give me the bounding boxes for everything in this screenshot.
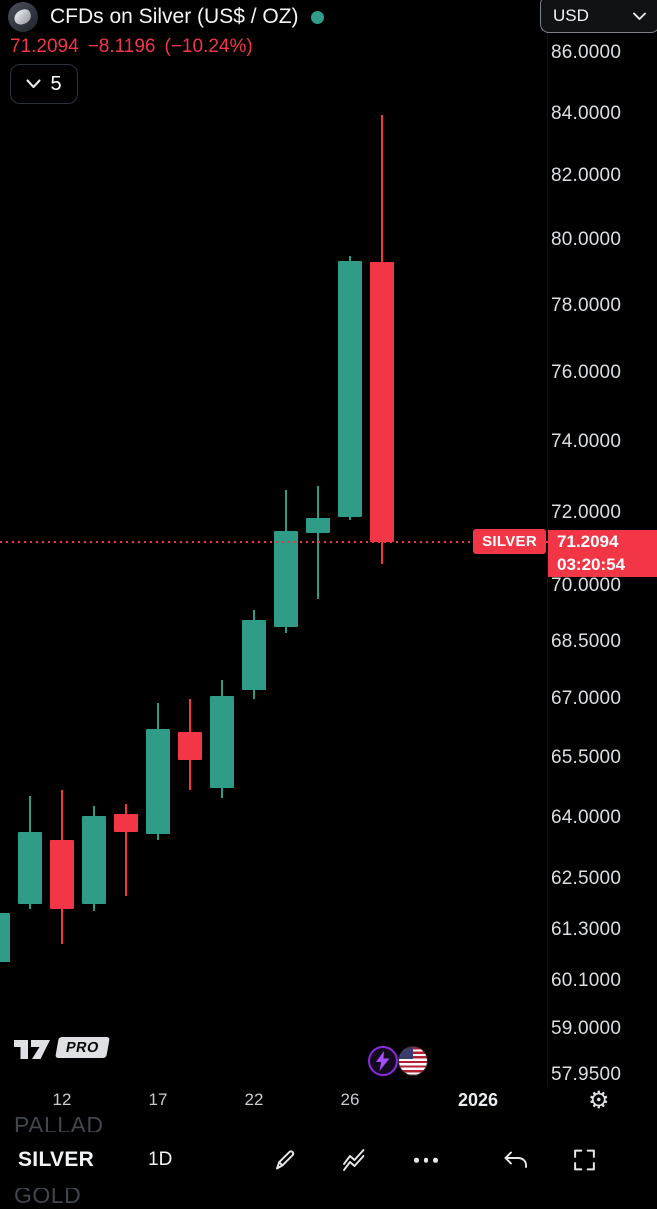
time-axis-label: 2026: [457, 1090, 499, 1110]
price-axis-label: 70.0000: [551, 575, 622, 596]
price-axis-label: 61.3000: [551, 918, 622, 940]
candle-body-up: [146, 728, 170, 835]
chart-title: CFDs on Silver (US$ / OZ): [50, 5, 299, 28]
price-axis-label: 60.1000: [551, 969, 622, 991]
price-axis-label: 67.0000: [551, 688, 622, 710]
price-axis-label: 86.0000: [551, 42, 622, 63]
currency-dropdown[interactable]: USD: [540, 0, 657, 33]
dot-icon: [433, 1157, 438, 1163]
price-axis-label: 82.0000: [551, 165, 622, 187]
us-flag-badge[interactable]: [398, 1046, 428, 1076]
candle-body-down: [178, 732, 202, 761]
candle-body-up: [18, 832, 42, 905]
more-options-button[interactable]: [414, 1157, 438, 1163]
time-axis-label: 26: [340, 1090, 360, 1109]
bottom-toolbar: SILVER 1D: [0, 1132, 657, 1188]
fullscreen-button[interactable]: [572, 1148, 597, 1173]
price-axis-label: 84.0000: [551, 102, 622, 124]
chart-header: CFDs on Silver (US$ / OZ): [8, 2, 324, 32]
pencil-icon: [276, 1150, 295, 1170]
price-axis-label: 65.5000: [551, 747, 622, 769]
price-change-percent: (−10.24%): [164, 36, 253, 57]
settings-gear-icon[interactable]: ⚙: [588, 1087, 610, 1114]
price-axis-label: 59.0000: [551, 1017, 622, 1039]
price-axis-label: 80.0000: [551, 229, 622, 251]
toolbar-interval-button[interactable]: 1D: [148, 1149, 173, 1170]
price-axis-label: 57.9500: [551, 1064, 622, 1086]
chevron-down-icon: [633, 12, 646, 20]
toolbar-symbol-button[interactable]: SILVER: [18, 1148, 95, 1171]
undo-button[interactable]: [502, 1149, 529, 1171]
candle-body-up: [338, 261, 362, 517]
candle-body-up: [210, 695, 234, 788]
currency-label: USD: [553, 6, 589, 25]
undo-arrow-icon: [504, 1151, 527, 1168]
time-axis-label: 17: [148, 1090, 168, 1109]
instrument-logo-icon: [8, 2, 38, 32]
candle-body-up: [82, 816, 106, 905]
bar-countdown: 03:20:54: [557, 555, 626, 575]
price-axis-label: 78.0000: [551, 294, 622, 316]
price-axis-label: 74.0000: [551, 431, 622, 453]
candle-body-up: [274, 531, 298, 628]
candle-wick-down: [125, 803, 127, 897]
current-price-line: [0, 540, 548, 543]
candle-body-up: [306, 518, 330, 533]
fullscreen-corners-icon: [574, 1149, 595, 1171]
collapsed-indicator-count: 5: [50, 72, 62, 95]
candle-body-up: [242, 619, 266, 690]
time-axis-label: 12: [52, 1090, 72, 1109]
lightning-bolt-icon: [376, 1051, 390, 1071]
pro-badge: PRO: [55, 1036, 110, 1058]
price-axis-label: 62.5000: [551, 868, 622, 890]
lightning-boost-badge[interactable]: [368, 1046, 398, 1076]
price-axis-label: 76.0000: [551, 362, 622, 384]
current-price-label: 71.2094 03:20:54: [548, 529, 657, 577]
indicators-zigzag-icon: [343, 1149, 365, 1171]
tradingview-logo: PRO: [14, 1034, 110, 1060]
candle-body-up: [0, 912, 10, 962]
candle-body-down: [114, 814, 138, 833]
price-change: −8.1196: [87, 36, 156, 57]
current-price-value: 71.2094: [557, 531, 619, 551]
tradingview-mark-icon: [14, 1040, 50, 1059]
chevron-down-icon: [26, 79, 41, 89]
price-axis-label: 64.0000: [551, 807, 622, 829]
price-line-symbol-badge: SILVER: [473, 528, 546, 554]
price-axis-label: 72.0000: [551, 502, 622, 524]
time-axis-label: 22: [244, 1090, 264, 1109]
price-change-row: 71.2094 −8.1196 (−10.24%): [10, 36, 253, 58]
indicators-button[interactable]: [342, 1147, 368, 1173]
candle-body-down: [370, 262, 394, 542]
indicators-collapse-button[interactable]: 5: [10, 64, 78, 104]
candle-body-down: [50, 840, 74, 909]
price-axis-label: 68.5000: [551, 631, 622, 653]
dot-icon: [414, 1157, 419, 1163]
market-status-dot: [310, 10, 324, 24]
last-price: 71.2094: [10, 36, 79, 57]
draw-tool-button[interactable]: [272, 1147, 298, 1173]
dot-icon: [423, 1157, 428, 1163]
